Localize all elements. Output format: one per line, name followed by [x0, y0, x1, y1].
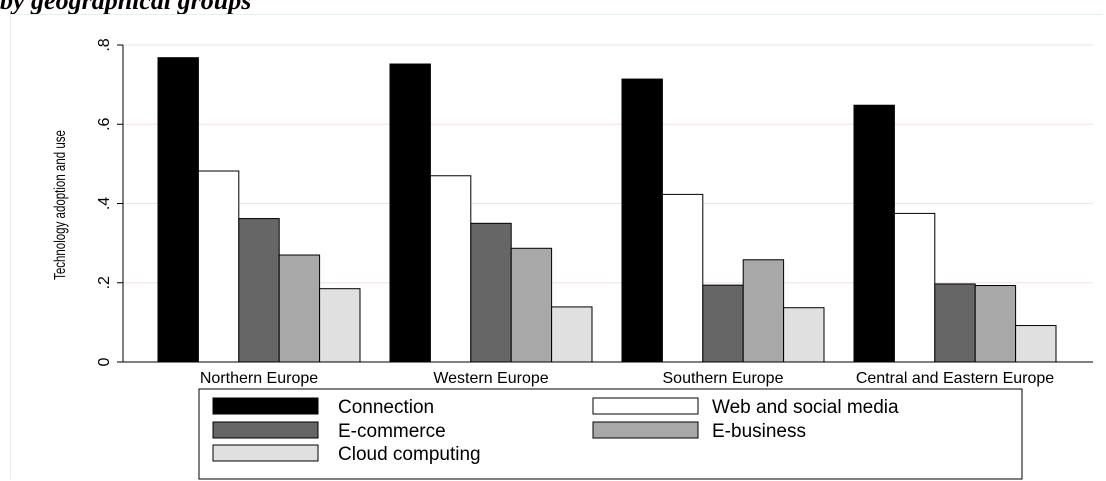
legend-swatch — [212, 397, 319, 415]
y-tick-label: 0 — [96, 357, 113, 366]
x-tick-label: Southern Europe — [663, 370, 784, 387]
legend-label: Cloud computing — [338, 444, 481, 465]
y-tick-labels: 0 .2 .4 .6 .8 — [96, 38, 123, 366]
y-axis-title: Technology adoption and use — [50, 130, 68, 280]
y-tick-label: .4 — [96, 197, 113, 210]
bar — [157, 57, 199, 363]
bar — [389, 63, 431, 363]
bar — [551, 306, 593, 363]
bar — [319, 288, 361, 363]
bar — [429, 175, 472, 363]
bar — [742, 259, 785, 363]
legend-label: Connection — [338, 397, 434, 418]
x-tick-labels: Northern Europe Western Europe Southern Eu… — [200, 370, 1054, 387]
legend-label: E-business — [712, 421, 806, 442]
page-heading: by geographical groups — [0, 0, 251, 14]
y-tick-label: .6 — [96, 117, 113, 130]
x-tick-label: Western Europe — [433, 370, 548, 387]
legend-label: Web and social media — [712, 397, 899, 418]
y-tick-label: .2 — [96, 276, 113, 289]
bar — [238, 218, 280, 363]
legend-swatch — [212, 421, 319, 439]
bar — [1015, 325, 1057, 363]
bar — [783, 307, 825, 363]
legend-swatch — [592, 421, 699, 439]
bar — [197, 170, 240, 363]
legend: Connection Web and social media E-commerce… — [198, 388, 1023, 480]
y-tick-label: .8 — [96, 38, 113, 51]
bar — [974, 285, 1017, 363]
bar — [853, 104, 895, 363]
bar — [470, 222, 512, 363]
bar — [934, 283, 976, 363]
bar-chart: Technology adoption and use 0 .2 .4 .6 .8 No… — [50, 38, 1093, 480]
legend-swatch — [212, 444, 319, 462]
bar — [621, 78, 663, 363]
bar — [661, 193, 704, 363]
x-tick-label: Northern Europe — [200, 370, 318, 387]
x-tick-label: Central and Eastern Europe — [856, 370, 1054, 387]
title-strip: by geographical groups — [0, 0, 1106, 14]
bars — [157, 57, 1057, 363]
bar — [702, 284, 744, 363]
bar — [278, 254, 321, 363]
legend-label: E-commerce — [338, 421, 446, 442]
chart-frame: Technology adoption and use 0 .2 .4 .6 .8 No… — [10, 14, 1103, 480]
bar — [893, 212, 936, 363]
legend-swatch — [592, 397, 699, 415]
bar — [510, 247, 553, 363]
